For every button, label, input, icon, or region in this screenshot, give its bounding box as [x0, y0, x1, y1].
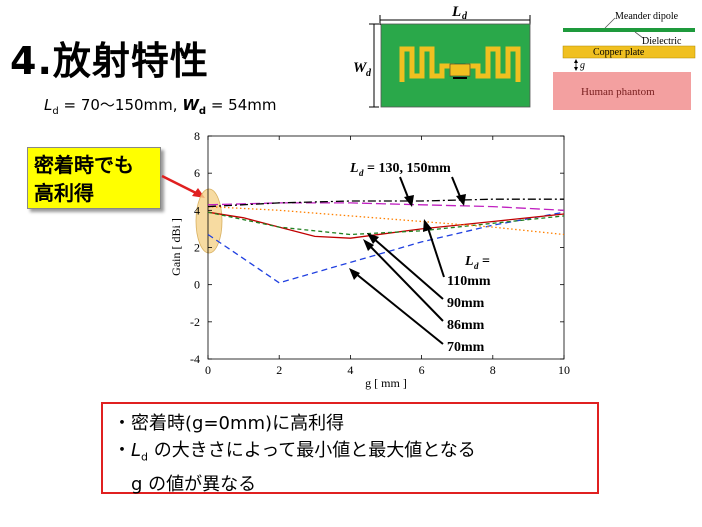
layer-diagram: Meander dipole Dielectric Copper plate g…: [553, 11, 696, 110]
x-tick-label: 4: [347, 363, 353, 377]
size-label-90: 90mm: [447, 296, 485, 311]
x-tick-label: 10: [558, 363, 570, 377]
y-tick-label: 2: [194, 241, 200, 255]
svg-text:d: d: [366, 68, 372, 79]
right-ld-symbol: L: [464, 254, 474, 269]
y-tick-label: 4: [194, 203, 200, 217]
antenna-ld-label: L: [451, 4, 461, 20]
summary-line-3: g の値が異なる: [131, 473, 257, 495]
series-line-150mm: [207, 198, 564, 208]
summary-line-2: ・Ld の大きさによって最小値と最大値となる: [113, 440, 476, 464]
svg-text:=: =: [482, 254, 490, 269]
dielectric-label: Dielectric: [642, 36, 682, 47]
x-tick-label: 6: [419, 363, 425, 377]
svg-text:d: d: [474, 261, 479, 271]
size-label-110: 110mm: [447, 274, 491, 289]
ld-subscript: d: [52, 106, 59, 117]
gap-label: g: [580, 60, 585, 71]
callout-box: 密着時でも 高利得: [27, 147, 161, 209]
x-axis-label: g [ mm ]: [365, 376, 407, 390]
wd-subscript: d: [198, 106, 207, 117]
top-ld-symbol: L: [349, 161, 359, 176]
summary-line-1: ・密着時(g=0mm)に高利得: [113, 413, 345, 434]
y-tick-label: 6: [194, 166, 200, 180]
ld-range: = 70～150mm,: [63, 96, 178, 114]
y-tick-label: 8: [194, 129, 200, 143]
copper-layer: [562, 45, 696, 59]
parameter-text: Ld = 70～150mm, Wd = 54mm: [44, 94, 276, 117]
size-label-86: 86mm: [447, 318, 485, 333]
arrow-90: [372, 237, 444, 300]
wd-value: = 54mm: [210, 96, 277, 114]
y-axis-label: Gain [ dBi ]: [169, 218, 183, 276]
x-tick-label: 8: [490, 363, 496, 377]
series-line-70mm: [207, 211, 565, 284]
copper-label: Copper plate: [593, 47, 645, 58]
size-label-70: 70mm: [447, 340, 485, 355]
callout-line-2: 高利得: [34, 181, 94, 205]
arrow-110: [426, 224, 445, 278]
meander-trace: [399, 46, 521, 82]
svg-text:d: d: [462, 11, 468, 22]
annotation-overlay: L d = 130, 150mm L d = 110mm 90mm 86mm 7…: [349, 161, 491, 355]
series-line-110mm: [207, 205, 565, 236]
meander-label: Meander dipole: [615, 11, 679, 22]
y-tick-label: 0: [194, 278, 200, 292]
series-line-86mm: [207, 211, 565, 239]
top-annotation-label: = 130, 150mm: [367, 161, 451, 176]
gain-chart: 0 2 4 6 8 10 -4 -2 0 2 4 6 8 g [ mm ] Gain [ dBi ]: [169, 129, 570, 390]
phantom-layer: [553, 72, 691, 110]
y-tick-label: -2: [190, 315, 200, 329]
wd-symbol: W: [182, 96, 199, 114]
summary-box: ・密着時(g=0mm)に高利得 ・Ld の大きさによって最小値と最大値となる g…: [101, 402, 599, 495]
antenna-diagram: L d W d: [353, 4, 531, 108]
arrow-70: [354, 272, 444, 345]
callout-line-1: 密着時でも: [34, 153, 134, 177]
ld-symbol: L: [44, 96, 53, 114]
meander-layer: [563, 28, 695, 32]
x-tick-label: 0: [205, 363, 211, 377]
phantom-label: Human phantom: [581, 86, 655, 98]
antenna-wd-label: W: [353, 60, 368, 76]
x-tick-label: 2: [276, 363, 282, 377]
arrow-86: [367, 243, 444, 322]
y-tick-label: -4: [190, 352, 200, 366]
slide-title: 4.放射特性: [10, 39, 209, 83]
svg-text:d: d: [359, 168, 364, 178]
